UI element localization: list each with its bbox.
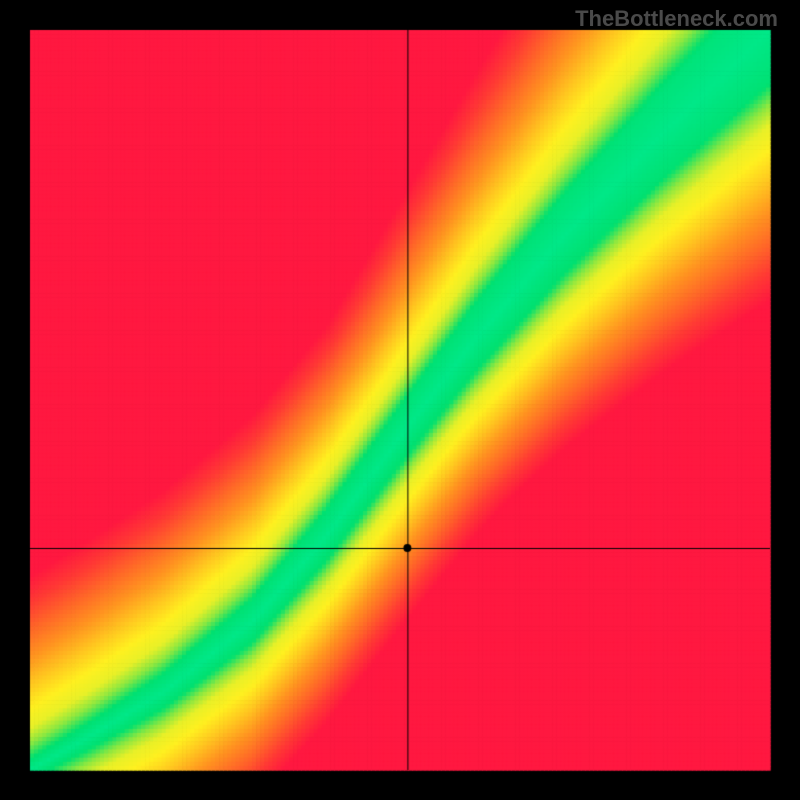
bottleneck-heatmap [0,0,800,800]
chart-container: TheBottleneck.com [0,0,800,800]
watermark-text: TheBottleneck.com [575,6,778,32]
